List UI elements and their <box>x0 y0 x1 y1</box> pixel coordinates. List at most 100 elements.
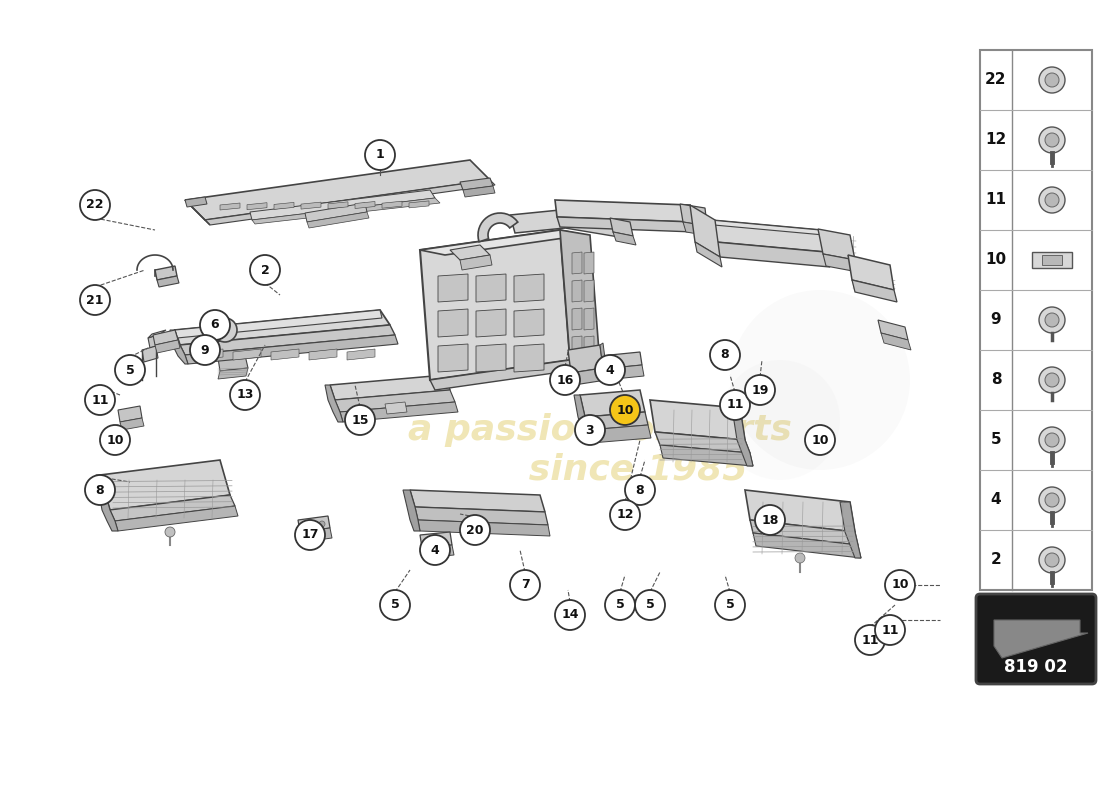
Circle shape <box>165 527 175 537</box>
Polygon shape <box>818 229 855 260</box>
Text: 819 02: 819 02 <box>1004 658 1068 676</box>
Text: 21: 21 <box>86 294 103 306</box>
Polygon shape <box>418 520 550 536</box>
Polygon shape <box>233 349 261 360</box>
Polygon shape <box>274 202 294 210</box>
Polygon shape <box>185 197 207 207</box>
Circle shape <box>730 290 910 470</box>
Polygon shape <box>382 202 402 208</box>
Polygon shape <box>683 222 710 236</box>
Polygon shape <box>195 349 223 360</box>
Polygon shape <box>298 516 330 532</box>
Polygon shape <box>213 324 240 342</box>
Polygon shape <box>220 203 240 210</box>
Polygon shape <box>852 280 896 302</box>
Polygon shape <box>409 201 429 208</box>
Polygon shape <box>690 205 721 257</box>
Text: a passion for parts
      since 1985: a passion for parts since 1985 <box>408 414 792 486</box>
Polygon shape <box>420 230 570 380</box>
Text: 11: 11 <box>861 634 879 646</box>
Text: 1: 1 <box>375 149 384 162</box>
Circle shape <box>1040 367 1065 393</box>
Text: 5: 5 <box>616 598 625 611</box>
Text: 14: 14 <box>561 609 579 622</box>
Polygon shape <box>438 344 468 372</box>
Circle shape <box>855 625 886 655</box>
Circle shape <box>1045 313 1059 327</box>
Polygon shape <box>680 204 707 226</box>
Circle shape <box>1045 553 1059 567</box>
Text: 11: 11 <box>986 193 1006 207</box>
FancyBboxPatch shape <box>976 594 1096 684</box>
Text: 17: 17 <box>301 529 319 542</box>
Circle shape <box>80 285 110 315</box>
Polygon shape <box>403 490 420 531</box>
Circle shape <box>250 255 280 285</box>
Circle shape <box>295 520 324 550</box>
Polygon shape <box>823 254 858 272</box>
Polygon shape <box>118 406 142 422</box>
Circle shape <box>510 570 540 600</box>
Circle shape <box>1045 193 1059 207</box>
Text: 22: 22 <box>86 198 103 211</box>
Text: 22: 22 <box>986 73 1006 87</box>
Text: 15: 15 <box>351 414 369 426</box>
Circle shape <box>805 425 835 455</box>
Polygon shape <box>324 385 343 422</box>
Polygon shape <box>460 255 492 270</box>
Circle shape <box>1040 67 1065 93</box>
Polygon shape <box>330 375 450 400</box>
Polygon shape <box>840 502 861 558</box>
Text: 8: 8 <box>991 373 1001 387</box>
Polygon shape <box>848 255 894 290</box>
FancyBboxPatch shape <box>1042 255 1062 265</box>
Text: 2: 2 <box>991 553 1001 567</box>
Polygon shape <box>185 200 210 225</box>
Polygon shape <box>153 330 178 345</box>
Polygon shape <box>328 202 348 209</box>
Circle shape <box>720 390 750 420</box>
Polygon shape <box>514 274 544 302</box>
Text: 10: 10 <box>107 434 123 446</box>
Circle shape <box>460 515 490 545</box>
Polygon shape <box>355 202 375 209</box>
Text: 16: 16 <box>557 374 574 386</box>
Polygon shape <box>438 274 468 302</box>
Text: 9: 9 <box>200 343 209 357</box>
Circle shape <box>345 405 375 435</box>
Text: 11: 11 <box>91 394 109 406</box>
Circle shape <box>379 590 410 620</box>
Polygon shape <box>695 242 722 267</box>
Polygon shape <box>385 402 407 414</box>
Circle shape <box>610 500 640 530</box>
Polygon shape <box>572 336 582 358</box>
Polygon shape <box>572 280 582 302</box>
Circle shape <box>886 570 915 600</box>
Polygon shape <box>584 336 594 358</box>
Text: 8: 8 <box>720 349 729 362</box>
Circle shape <box>200 310 230 340</box>
Polygon shape <box>250 190 434 220</box>
Circle shape <box>715 590 745 620</box>
Circle shape <box>1045 433 1059 447</box>
Polygon shape <box>420 230 585 255</box>
Polygon shape <box>422 545 454 558</box>
Text: 19: 19 <box>751 383 769 397</box>
Text: 5: 5 <box>390 598 399 611</box>
Circle shape <box>116 355 145 385</box>
Text: 20: 20 <box>466 523 484 537</box>
Polygon shape <box>732 408 754 466</box>
Polygon shape <box>476 309 506 337</box>
Text: 3: 3 <box>585 423 594 437</box>
Polygon shape <box>580 390 645 417</box>
Polygon shape <box>252 198 440 224</box>
Circle shape <box>556 600 585 630</box>
Polygon shape <box>148 334 162 348</box>
Polygon shape <box>185 160 490 220</box>
Circle shape <box>1045 373 1059 387</box>
Text: 4: 4 <box>991 493 1001 507</box>
Circle shape <box>307 522 314 528</box>
Circle shape <box>550 365 580 395</box>
Polygon shape <box>612 365 643 379</box>
Polygon shape <box>881 333 911 350</box>
